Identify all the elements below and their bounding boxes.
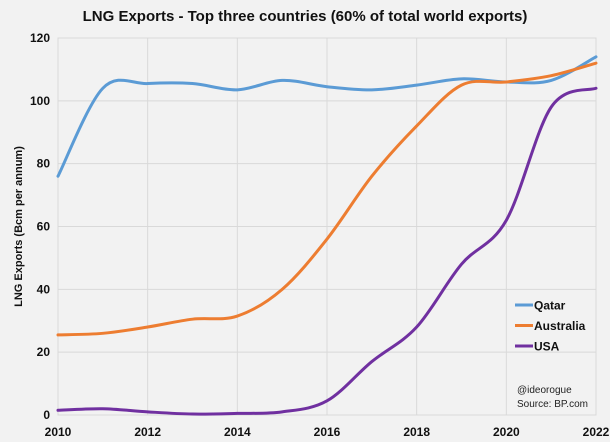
chart-title: LNG Exports - Top three countries (60% o… [82,8,528,25]
series-line-usa [56,86,598,416]
y-tick-label: 40 [37,282,51,296]
annotation: Source: BP.com [517,399,588,410]
x-tick-label: 2022 [583,425,610,439]
x-tick-label: 2020 [493,425,520,439]
series-line-australia [56,61,598,337]
y-tick-label: 0 [43,408,50,422]
annotation: @ideorogue [517,385,572,396]
x-tick-label: 2016 [314,425,341,439]
legend-label-usa: USA [534,340,560,354]
y-tick-label: 80 [37,157,51,171]
x-tick-label: 2014 [224,425,251,439]
y-axis-label: LNG Exports (Bcm per annum) [13,146,25,307]
x-tick-label: 2018 [403,425,430,439]
y-tick-label: 60 [37,220,51,234]
x-tick-label: 2012 [134,425,161,439]
y-tick-label: 120 [30,31,50,45]
x-tick-label: 2010 [45,425,72,439]
y-tick-label: 100 [30,94,50,108]
legend-label-australia: Australia [534,319,586,333]
legend-label-qatar: Qatar [534,299,566,313]
y-tick-label: 20 [37,345,51,359]
